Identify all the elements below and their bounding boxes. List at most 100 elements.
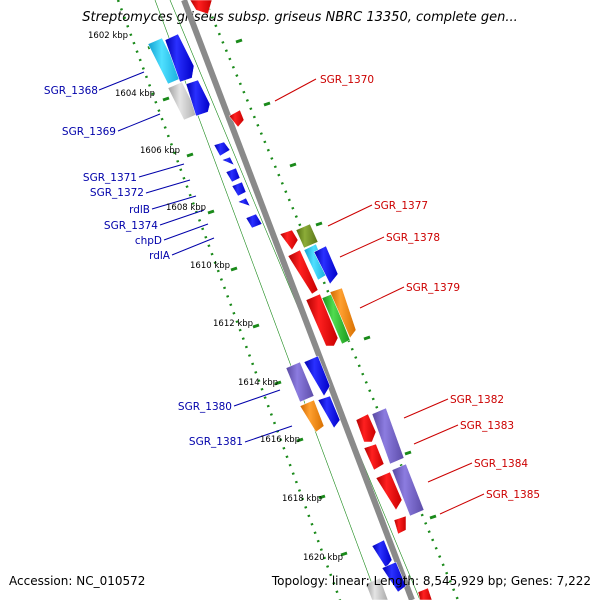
- gene-label-sgr-1380[interactable]: SGR_1380: [178, 401, 232, 413]
- kbp-label: 1602 kbp: [88, 31, 128, 41]
- kbp-labels: 1602 kbp 1604 kbp 1606 kbp 1608 kbp 1610…: [88, 31, 343, 563]
- right-tick-g: [429, 514, 437, 520]
- leader-sgr-1372: [145, 179, 191, 194]
- gene-label-rdlb[interactable]: rdlB: [129, 204, 150, 216]
- kbp-tick-1610: [230, 266, 238, 272]
- gene-label-sgr-1382[interactable]: SGR_1382: [450, 394, 504, 406]
- kbp-tick-1608: [207, 209, 215, 215]
- kbp-ticks: [147, 38, 437, 557]
- right-tick-a: [235, 38, 243, 44]
- gene-arrow[interactable]: [381, 561, 407, 593]
- gene-label-sgr-1384[interactable]: SGR_1384: [474, 458, 528, 470]
- gene-label-sgr-1368[interactable]: SGR_1368: [44, 85, 98, 97]
- gene-label-chpd[interactable]: chpD: [135, 235, 162, 247]
- accession-text: Accession: NC_010572: [9, 574, 146, 588]
- kbp-label: 1620 kbp: [303, 553, 343, 563]
- gene-arrow[interactable]: [299, 399, 325, 433]
- left-gene-labels: SGR_1368 SGR_1369 SGR_1371 SGR_1372 rdlB…: [44, 85, 243, 448]
- kbp-tick-1614: [274, 380, 282, 386]
- gene-arrow[interactable]: [231, 181, 247, 197]
- gene-label-sgr-1379[interactable]: SGR_1379: [406, 282, 460, 294]
- leader-sgr-1379: [359, 286, 405, 309]
- leader-sgr-1368: [98, 71, 145, 91]
- gene-arrow[interactable]: [225, 167, 241, 183]
- kbp-label: 1606 kbp: [140, 146, 180, 156]
- gene-arrow[interactable]: [287, 249, 319, 295]
- gene-arrow[interactable]: [295, 223, 319, 249]
- gene-arrow[interactable]: [221, 156, 235, 166]
- kbp-tick-1620: [340, 551, 348, 557]
- left-leader-lines: [98, 71, 293, 443]
- kbp-tick-1604: [162, 96, 170, 102]
- gene-label-sgr-1381[interactable]: SGR_1381: [189, 436, 243, 448]
- gene-arrow[interactable]: [213, 141, 231, 157]
- leader-sgr-1369: [117, 113, 161, 132]
- gene-arrow[interactable]: [329, 287, 357, 339]
- kbp-label: 1614 kbp: [238, 378, 278, 388]
- gene-arrow[interactable]: [189, 0, 213, 15]
- gene-label-rdla[interactable]: rdlA: [149, 250, 171, 262]
- gene-arrow[interactable]: [228, 109, 245, 128]
- kbp-tick-1616: [296, 437, 304, 443]
- gene-label-sgr-1374[interactable]: SGR_1374: [104, 220, 158, 232]
- gene-arrow[interactable]: [185, 79, 211, 117]
- leader-sgr-1374: [159, 209, 205, 226]
- gene-arrow[interactable]: [391, 463, 425, 517]
- gene-arrow[interactable]: [375, 471, 403, 511]
- kbp-label: 1612 kbp: [213, 319, 253, 329]
- gene-arrow[interactable]: [164, 33, 195, 83]
- gene-arrow[interactable]: [393, 515, 407, 535]
- leader-rdla: [171, 237, 215, 256]
- gene-label-sgr-1377[interactable]: SGR_1377: [374, 200, 428, 212]
- gene-arrows: [147, 0, 433, 600]
- gene-arrow[interactable]: [417, 587, 433, 600]
- gene-arrow[interactable]: [245, 213, 263, 229]
- leader-sgr-1378: [339, 236, 385, 258]
- gene-arrow[interactable]: [305, 293, 339, 347]
- gene-arrow[interactable]: [365, 577, 389, 600]
- kbp-label: 1616 kbp: [260, 435, 300, 445]
- right-leader-lines: [274, 78, 485, 515]
- gene-arrow[interactable]: [313, 245, 339, 285]
- kbp-label: 1608 kbp: [166, 203, 206, 213]
- gene-arrow[interactable]: [279, 229, 299, 251]
- leader-sgr-1384: [427, 462, 473, 483]
- gene-arrow[interactable]: [285, 361, 315, 403]
- right-gene-labels: SGR_1370 SGR_1377 SGR_1378 SGR_1379 SGR_…: [320, 74, 540, 501]
- leader-rdlb: [151, 195, 197, 210]
- gene-label-sgr-1378[interactable]: SGR_1378: [386, 232, 440, 244]
- kbp-label: 1610 kbp: [190, 261, 230, 271]
- leader-sgr-1381: [244, 425, 293, 443]
- gene-label-sgr-1371[interactable]: SGR_1371: [83, 172, 137, 184]
- gene-arrow[interactable]: [355, 413, 377, 443]
- leader-sgr-1377: [327, 204, 373, 227]
- leader-sgr-1370: [274, 78, 317, 102]
- gene-label-sgr-1370[interactable]: SGR_1370: [320, 74, 374, 86]
- gene-arrow[interactable]: [237, 197, 251, 207]
- right-tick-e: [363, 335, 371, 341]
- leader-sgr-1371: [138, 163, 185, 178]
- kbp-label: 1604 kbp: [115, 89, 155, 99]
- gene-label-sgr-1385[interactable]: SGR_1385: [486, 489, 540, 501]
- right-tick-d: [315, 221, 323, 227]
- gene-label-sgr-1369[interactable]: SGR_1369: [62, 126, 116, 138]
- gene-arrow[interactable]: [303, 355, 331, 397]
- leader-sgr-1383: [413, 424, 459, 445]
- gene-label-sgr-1372[interactable]: SGR_1372: [90, 187, 144, 199]
- gene-arrow[interactable]: [371, 407, 405, 465]
- gene-arrow[interactable]: [321, 293, 351, 345]
- leader-sgr-1380: [233, 389, 281, 407]
- leader-sgr-1382: [403, 398, 449, 419]
- genome-summary-text: Topology: linear; Length: 8,545,929 bp; …: [271, 574, 591, 588]
- gene-arrow[interactable]: [371, 539, 393, 569]
- kbp-tick-1606: [186, 152, 194, 158]
- gene-label-sgr-1383[interactable]: SGR_1383: [460, 420, 514, 432]
- leader-chpd: [163, 223, 209, 241]
- right-tick-f: [404, 450, 412, 456]
- gene-arrow[interactable]: [363, 443, 385, 471]
- right-tick-b: [263, 101, 271, 107]
- kbp-label: 1618 kbp: [282, 494, 322, 504]
- gene-arrow[interactable]: [317, 395, 341, 429]
